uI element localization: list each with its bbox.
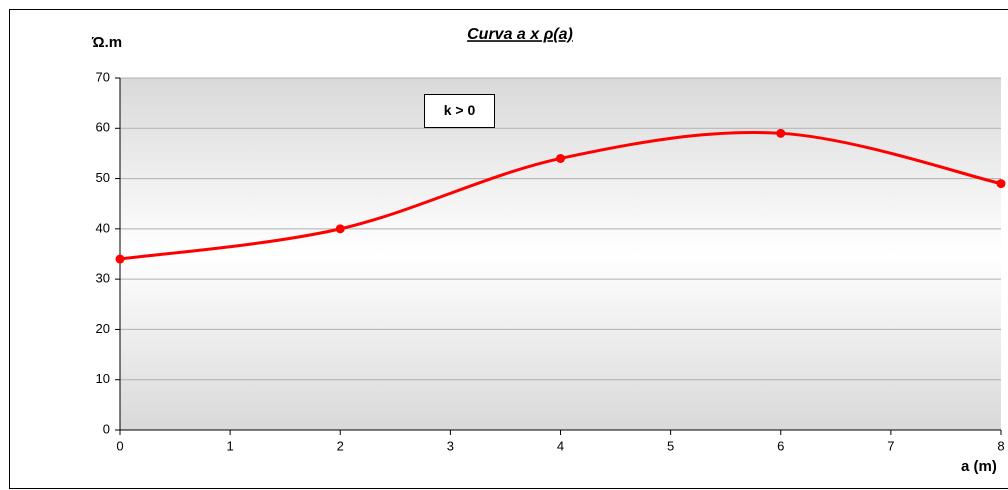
y-axis-label: Ώ.m — [91, 34, 122, 51]
x-axis-label: a (m) — [961, 458, 997, 475]
point — [996, 179, 1006, 189]
annotation-box — [424, 94, 495, 128]
x-tick-label: 8 — [997, 438, 1004, 453]
y-tick-label: 20 — [96, 321, 110, 336]
x-tick-label: 6 — [777, 438, 784, 453]
point — [556, 153, 565, 163]
y-tick-label: 10 — [96, 371, 110, 386]
plot-area — [120, 78, 1001, 430]
x-tick-label: 5 — [667, 438, 674, 453]
x-tick-label: 0 — [116, 438, 123, 453]
point — [115, 254, 125, 264]
x-tick-label: 7 — [887, 438, 894, 453]
annotation: k > 0 — [444, 102, 476, 118]
point — [776, 128, 786, 138]
x-tick-label: 4 — [557, 438, 564, 453]
y-tick-label: 70 — [96, 69, 110, 84]
y-tick-label: 40 — [96, 220, 110, 235]
point — [335, 224, 345, 234]
x-tick-label: 1 — [227, 438, 234, 453]
x-tick-label: 3 — [447, 438, 454, 453]
y-tick-label: 60 — [96, 120, 110, 135]
y-tick-label: 30 — [96, 271, 110, 286]
chart-title: Curva a x ρ(a) — [467, 26, 573, 43]
x-tick-label: 2 — [337, 438, 344, 453]
y-tick-label: 50 — [96, 170, 110, 185]
y-tick-label: 0 — [103, 421, 110, 436]
